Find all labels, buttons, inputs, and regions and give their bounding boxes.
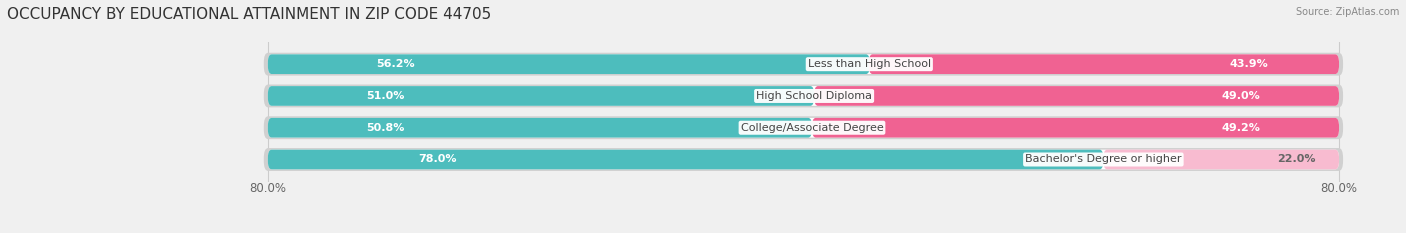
FancyBboxPatch shape xyxy=(1104,150,1339,169)
FancyBboxPatch shape xyxy=(264,148,1343,171)
Text: Bachelor's Degree or higher: Bachelor's Degree or higher xyxy=(1025,154,1181,164)
Text: 49.0%: 49.0% xyxy=(1222,91,1260,101)
Text: College/Associate Degree: College/Associate Degree xyxy=(741,123,883,133)
FancyBboxPatch shape xyxy=(267,118,1339,137)
Text: 49.2%: 49.2% xyxy=(1222,123,1260,133)
FancyBboxPatch shape xyxy=(267,118,813,137)
Text: 56.2%: 56.2% xyxy=(377,59,415,69)
Text: 80.0%: 80.0% xyxy=(249,182,287,195)
Text: 43.9%: 43.9% xyxy=(1230,59,1268,69)
Text: OCCUPANCY BY EDUCATIONAL ATTAINMENT IN ZIP CODE 44705: OCCUPANCY BY EDUCATIONAL ATTAINMENT IN Z… xyxy=(7,7,491,22)
FancyBboxPatch shape xyxy=(267,54,870,74)
Text: 80.0%: 80.0% xyxy=(1320,182,1358,195)
FancyBboxPatch shape xyxy=(264,116,1343,139)
FancyBboxPatch shape xyxy=(267,54,1339,74)
FancyBboxPatch shape xyxy=(869,54,1339,74)
Text: 51.0%: 51.0% xyxy=(366,91,405,101)
Text: Less than High School: Less than High School xyxy=(808,59,931,69)
Text: Source: ZipAtlas.com: Source: ZipAtlas.com xyxy=(1295,7,1399,17)
FancyBboxPatch shape xyxy=(264,85,1343,107)
FancyBboxPatch shape xyxy=(267,86,1339,106)
FancyBboxPatch shape xyxy=(267,86,814,106)
FancyBboxPatch shape xyxy=(267,150,1104,169)
FancyBboxPatch shape xyxy=(814,86,1339,106)
Text: High School Diploma: High School Diploma xyxy=(756,91,872,101)
FancyBboxPatch shape xyxy=(264,53,1343,76)
Text: 22.0%: 22.0% xyxy=(1277,154,1316,164)
FancyBboxPatch shape xyxy=(267,150,1339,169)
FancyBboxPatch shape xyxy=(813,118,1339,137)
Text: 50.8%: 50.8% xyxy=(366,123,404,133)
Text: 78.0%: 78.0% xyxy=(418,154,457,164)
